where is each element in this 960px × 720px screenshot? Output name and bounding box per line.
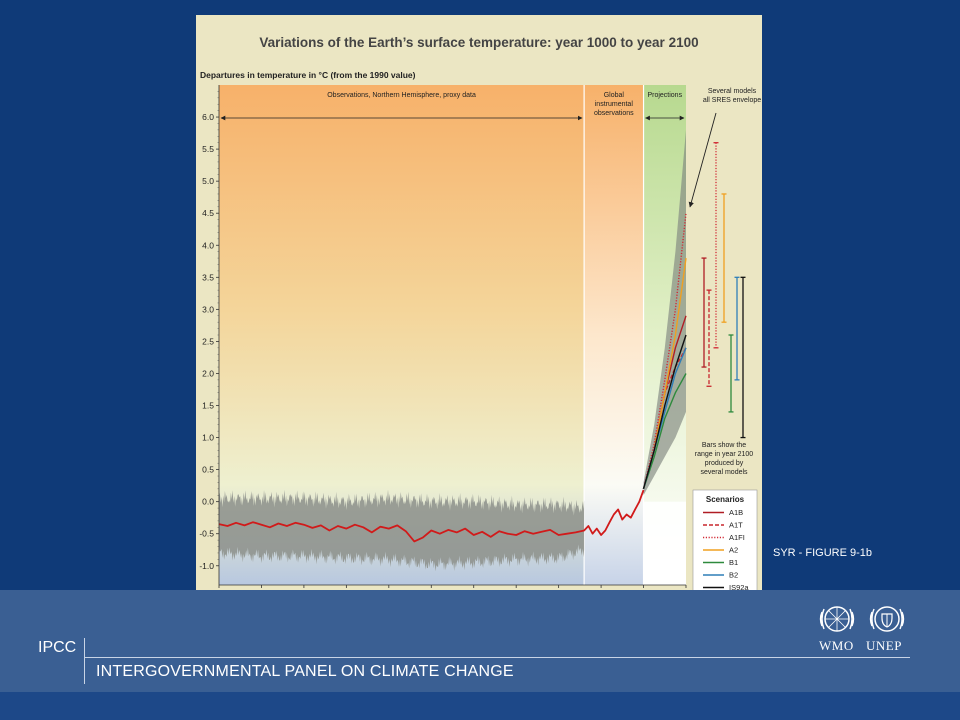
legend-label-a1t: A1T [729, 521, 743, 530]
projection-lower-fill [643, 501, 686, 585]
annotations: Observations, Northern Hemisphere, proxy… [220, 88, 761, 476]
proxy-uncertainty-band [219, 489, 585, 572]
envelope-note-0: Several models [708, 88, 757, 95]
ipcc-short-name: IPCC [38, 639, 77, 656]
legend-label-is92a: IS92a [729, 583, 749, 592]
wmo-label: WMO [819, 638, 854, 653]
y-tick-label-11: 4.5 [202, 208, 214, 218]
y-tick-label-12: 5.0 [202, 176, 214, 186]
period-label-0-0: Observations, Northern Hemisphere, proxy… [327, 92, 476, 99]
period-label-2-0: Projections [647, 92, 682, 99]
legend-box [692, 489, 758, 601]
legend-label-b1: B1 [729, 558, 738, 567]
observed-temperature-line [218, 489, 645, 543]
temperature-chart: Variations of the Earth’s surface temper… [199, 35, 761, 601]
y-tick-label-7: 2.5 [202, 336, 214, 346]
y-tick-label-2: 0.0 [202, 497, 214, 507]
period-background-1 [584, 85, 644, 585]
uncertainty-bands [219, 129, 686, 572]
projection-envelope-band [643, 129, 686, 496]
legend-label-a2: A2 [729, 546, 738, 555]
y-tick-label-6: 2.0 [202, 368, 214, 378]
legend-label-a1fi: A1FI [729, 533, 745, 542]
scenario-line-b1 [642, 373, 687, 490]
envelope-note-1: all SRES envelope [703, 97, 761, 104]
y-tick-label-14: 6.0 [202, 112, 214, 122]
footer-divider [84, 657, 910, 658]
unep-label: UNEP [866, 638, 902, 653]
footer-bottom-strip [0, 692, 960, 720]
legend-title: Scenarios [706, 495, 745, 504]
period-label-1-0: Global [604, 92, 625, 99]
bars-note-2: produced by [705, 460, 744, 467]
footer-divider-vertical [84, 638, 85, 684]
envelope-pointer-arrow [688, 112, 717, 208]
scenario-legend: Scenarios A1B A1T A1FI A2 B1 B2 IS92a [692, 489, 758, 601]
y-axis-label: Departures in temperature in °C (from th… [200, 70, 416, 80]
y-tick-label-10: 4.0 [202, 240, 214, 250]
y-tick-label-1: -0.5 [199, 529, 214, 539]
figure-caption: SYR - FIGURE 9-1b [773, 547, 873, 559]
series-lines [218, 213, 687, 543]
period-label-1-1: instrumental [595, 101, 634, 108]
bars-note-3: several models [700, 469, 748, 476]
y-tick-label-9: 3.5 [202, 272, 214, 282]
chart-title: Variations of the Earth’s surface temper… [259, 35, 698, 50]
wmo-emblem-icon [816, 598, 858, 645]
figure-panel: Variations of the Earth’s surface temper… [196, 15, 762, 627]
ipcc-full-name: INTERGOVERNMENTAL PANEL ON CLIMATE CHANG… [96, 663, 514, 680]
y-tick-label-3: 0.5 [202, 465, 214, 475]
footer-band: IPCC INTERGOVERNMENTAL PANEL ON CLIMATE … [0, 590, 960, 720]
y-tick-label-4: 1.0 [202, 433, 214, 443]
y-tick-label-8: 3.0 [202, 304, 214, 314]
y-tick-label-13: 5.5 [202, 144, 214, 154]
y-tick-label-5: 1.5 [202, 401, 214, 411]
legend-label-b2: B2 [729, 571, 738, 580]
period-label-1-2: observations [594, 110, 634, 117]
y-tick-label-0: -1.0 [199, 561, 214, 571]
legend-label-a1b: A1B [729, 508, 743, 517]
range-bars [701, 142, 746, 439]
unep-emblem-icon [866, 598, 908, 645]
scenario-line-is92a [642, 334, 687, 489]
bars-note-1: range in year 2100 [695, 451, 753, 458]
bars-note-0: Bars show the [702, 442, 746, 449]
